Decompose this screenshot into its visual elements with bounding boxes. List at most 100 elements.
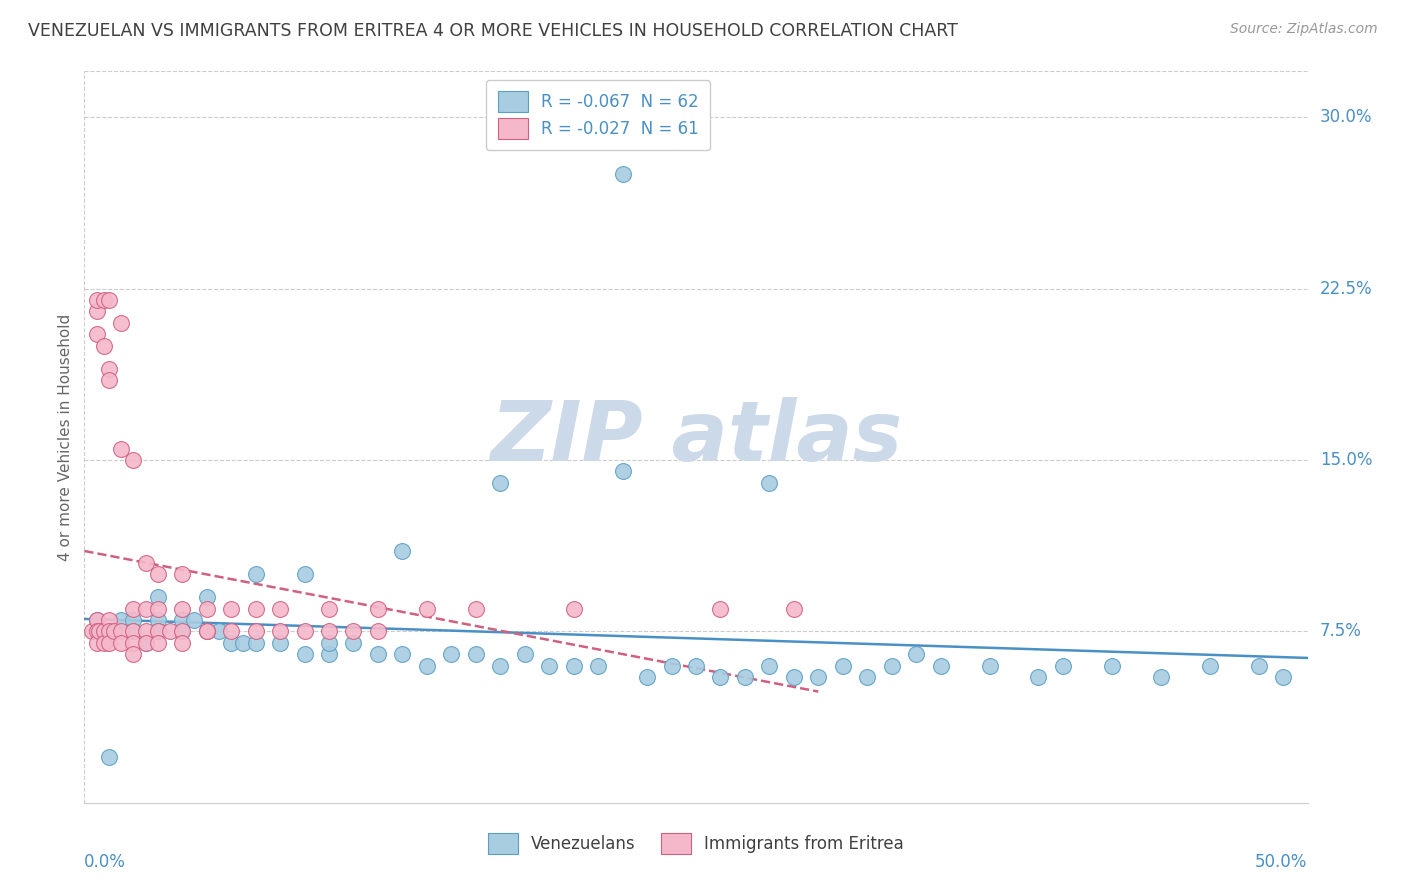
Point (146, 636, 169, 650)
Point (172, 624, 194, 639)
Point (929, 658, 952, 673)
Point (880, 658, 903, 673)
Point (110, 624, 132, 639)
Point (97, 613, 120, 627)
Point (146, 613, 169, 627)
Point (538, 658, 561, 673)
Point (318, 601, 340, 615)
Point (93, 293, 115, 307)
Point (391, 544, 413, 558)
Point (86, 624, 108, 639)
Point (294, 624, 316, 639)
Point (183, 613, 205, 627)
Point (103, 624, 125, 639)
Point (195, 624, 218, 639)
Point (391, 647, 413, 661)
Point (97, 624, 120, 639)
Point (489, 658, 512, 673)
Point (661, 658, 683, 673)
Point (1272, 670, 1295, 684)
Point (562, 658, 585, 673)
Point (367, 647, 389, 661)
Point (734, 670, 756, 684)
Point (269, 636, 291, 650)
Point (172, 636, 194, 650)
Text: 7.5%: 7.5% (1320, 623, 1361, 640)
Point (172, 624, 194, 639)
Point (195, 624, 218, 639)
Point (146, 624, 169, 639)
Point (146, 590, 169, 604)
Point (562, 601, 585, 615)
Point (122, 613, 145, 627)
Text: Source: ZipAtlas.com: Source: ZipAtlas.com (1230, 22, 1378, 37)
Point (1247, 658, 1270, 673)
Point (856, 670, 879, 684)
Point (905, 647, 928, 661)
Point (110, 613, 132, 627)
Point (612, 464, 634, 478)
Point (1101, 658, 1123, 673)
Point (636, 670, 658, 684)
Point (342, 636, 364, 650)
Point (318, 624, 340, 639)
Point (122, 453, 145, 467)
Point (87, 624, 110, 639)
Point (709, 601, 731, 615)
Point (586, 658, 609, 673)
Point (219, 601, 242, 615)
Point (195, 624, 218, 639)
Point (979, 658, 1001, 673)
Point (612, 167, 634, 181)
Point (342, 624, 364, 639)
Point (146, 624, 169, 639)
Text: 0.0%: 0.0% (84, 853, 127, 871)
Point (318, 636, 340, 650)
Text: 50.0%: 50.0% (1256, 853, 1308, 871)
Point (269, 624, 291, 639)
Point (783, 670, 806, 684)
Point (1052, 658, 1074, 673)
Point (195, 601, 218, 615)
Point (122, 601, 145, 615)
Point (294, 647, 316, 661)
Point (1198, 658, 1220, 673)
Point (783, 601, 806, 615)
Point (807, 670, 830, 684)
Point (86, 304, 108, 318)
Text: VENEZUELAN VS IMMIGRANTS FROM ERITREA 4 OR MORE VEHICLES IN HOUSEHOLD CORRELATIO: VENEZUELAN VS IMMIGRANTS FROM ERITREA 4 … (28, 22, 957, 40)
Point (135, 601, 157, 615)
Text: ZIP atlas: ZIP atlas (489, 397, 903, 477)
Point (86, 613, 108, 627)
Point (232, 636, 254, 650)
Point (416, 601, 439, 615)
Point (80, 624, 103, 639)
Point (172, 567, 194, 582)
Text: 15.0%: 15.0% (1320, 451, 1372, 469)
Y-axis label: 4 or more Vehicles in Household: 4 or more Vehicles in Household (58, 313, 73, 561)
Point (110, 442, 132, 456)
Point (86, 293, 108, 307)
Point (122, 624, 145, 639)
Point (93, 636, 115, 650)
Point (122, 636, 145, 650)
Point (685, 658, 707, 673)
Point (464, 647, 486, 661)
Point (97, 361, 120, 376)
Point (146, 567, 169, 582)
Point (93, 624, 115, 639)
Point (97, 624, 120, 639)
Point (245, 567, 267, 582)
Point (86, 327, 108, 342)
Point (172, 601, 194, 615)
Point (367, 624, 389, 639)
Point (1150, 670, 1173, 684)
Point (172, 613, 194, 627)
Point (294, 567, 316, 582)
Point (709, 670, 731, 684)
Point (245, 624, 267, 639)
Point (135, 556, 157, 570)
Point (135, 636, 157, 650)
Point (110, 316, 132, 330)
Point (269, 601, 291, 615)
